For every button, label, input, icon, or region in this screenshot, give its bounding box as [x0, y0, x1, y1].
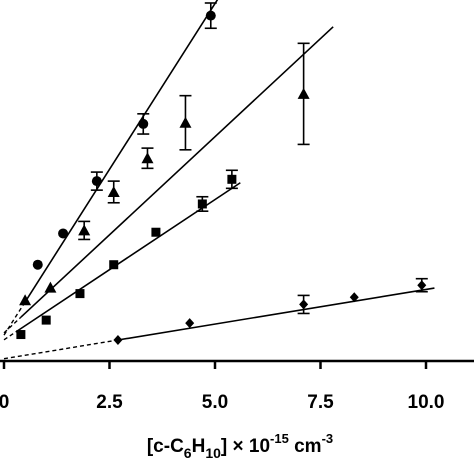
x-tick-label: 2.5 — [96, 392, 123, 413]
fit-line-diamond — [117, 287, 435, 341]
data-point-square — [41, 315, 51, 325]
fit-line-triangle — [20, 26, 334, 318]
data-point-diamond — [113, 334, 123, 345]
x-axis-title: [c-C6H10] × 10-15 cm-3 — [147, 431, 333, 461]
data-point-circle — [58, 228, 69, 239]
fit-extrapolation-triangle — [3, 316, 22, 334]
data-point-triangle — [141, 152, 154, 164]
data-point-diamond — [349, 292, 359, 303]
data-point-circle — [138, 118, 149, 129]
fit-lines — [3, 0, 435, 360]
fit-line-circle — [26, 0, 219, 300]
data-point-triangle — [78, 224, 91, 236]
x-tick-label: 7.5 — [307, 392, 334, 413]
data-point-triangle — [179, 116, 192, 128]
data-point-diamond — [417, 280, 427, 291]
data-point-square — [75, 289, 85, 299]
fit-extrapolation-square — [3, 330, 18, 341]
error-bars — [78, 2, 428, 315]
data-point-square — [151, 227, 161, 237]
fit-extrapolation-diamond — [3, 339, 119, 360]
data-point-triangle — [107, 185, 120, 197]
data-point-circle — [32, 259, 43, 270]
data-point-square — [16, 330, 26, 340]
x-tick-label: 0 — [0, 392, 9, 413]
data-point-circle — [91, 176, 102, 187]
data-point-triangle — [297, 87, 310, 99]
x-tick-label: 10.0 — [408, 392, 445, 413]
data-point-circle — [205, 10, 216, 21]
data-point-triangle — [44, 281, 57, 293]
data-point-square — [197, 199, 207, 209]
data-point-square — [109, 260, 119, 270]
x-tick-label: 5.0 — [202, 392, 228, 413]
data-point-diamond — [185, 318, 195, 329]
data-point-triangle — [19, 294, 32, 306]
data-markers — [16, 10, 427, 345]
data-point-diamond — [299, 299, 309, 310]
data-point-square — [227, 174, 237, 184]
x-axis-ticks: 0 2.5 5.0 7.5 10.0 — [0, 361, 444, 413]
